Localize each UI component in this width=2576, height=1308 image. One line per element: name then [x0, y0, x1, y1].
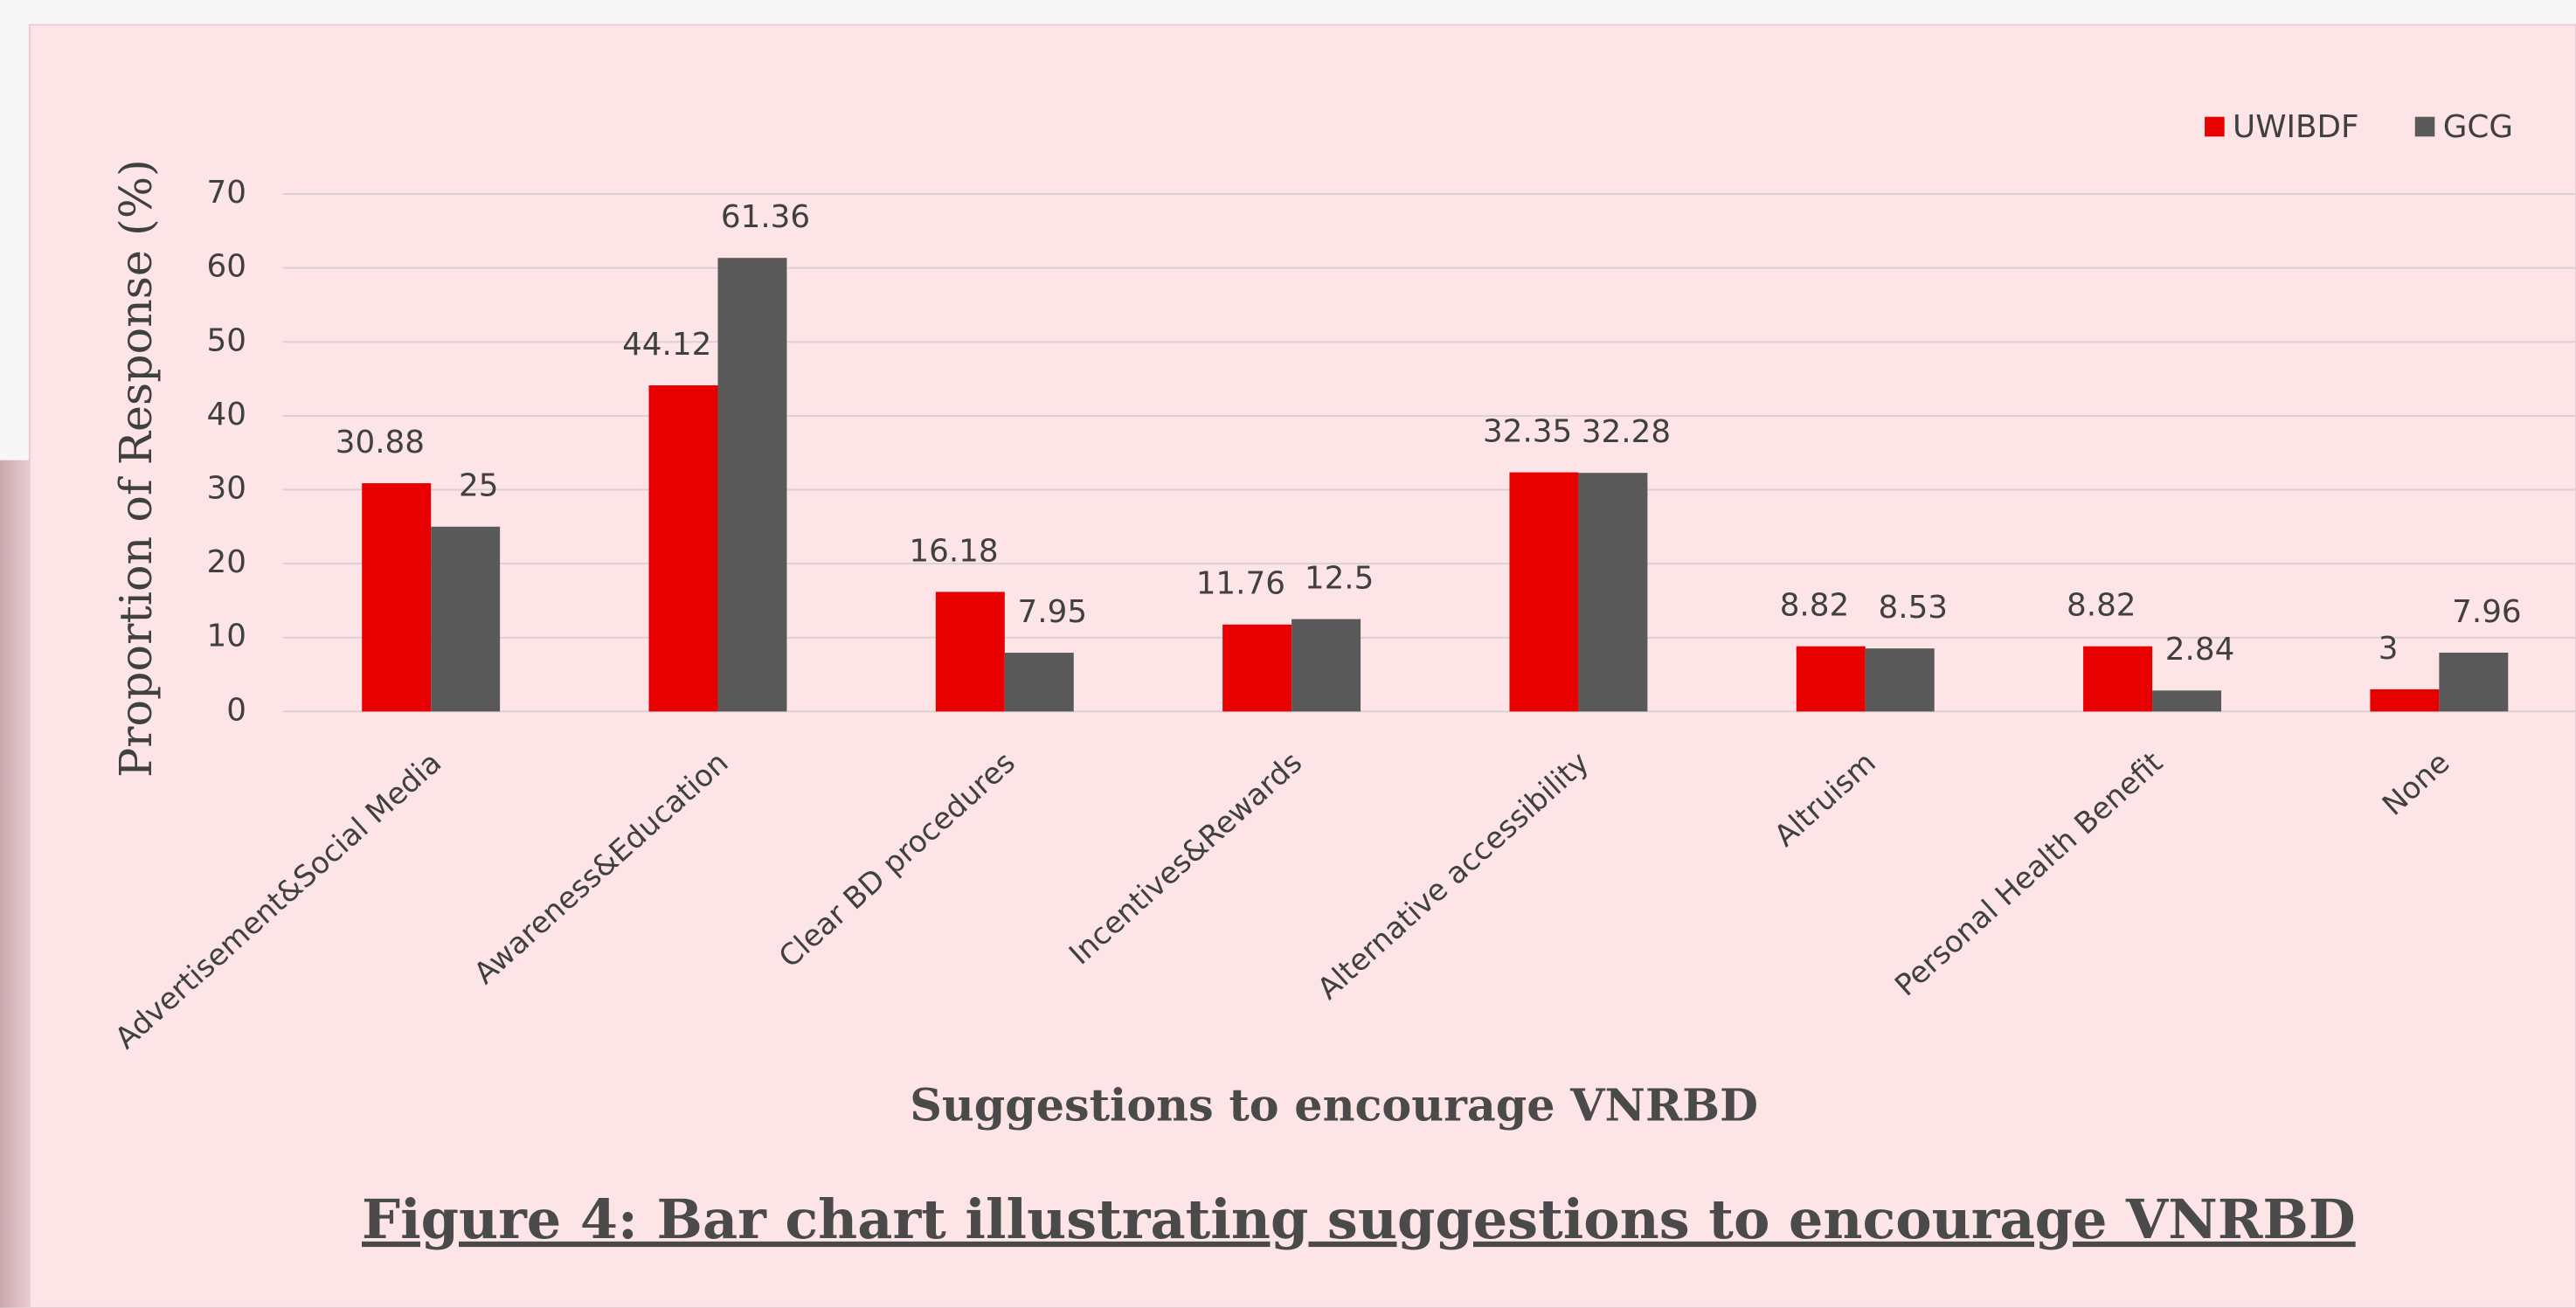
bar: [1578, 473, 1648, 712]
value-label: 25: [459, 468, 498, 504]
bar: [648, 385, 718, 712]
value-label: 16.18: [909, 533, 998, 569]
bar: [1865, 648, 1935, 712]
bar: [2152, 690, 2222, 712]
y-tick-label: 10: [207, 619, 246, 654]
value-label: 7.96: [2452, 594, 2522, 630]
value-label: 8.82: [2067, 588, 2136, 624]
bar: [1291, 619, 1361, 712]
y-tick-label: 70: [207, 175, 246, 211]
bar: [2370, 689, 2440, 712]
value-label: 8.53: [1878, 590, 1948, 626]
y-tick-label: 50: [207, 322, 246, 358]
x-axis-title: Suggestions to encourage VNRBD: [910, 1078, 1758, 1131]
y-tick-label: 0: [226, 692, 246, 728]
value-label: 11.76: [1196, 566, 1285, 602]
y-axis-title: Proportion of Response (%): [110, 159, 162, 778]
figure-caption: Figure 4: Bar chart illustrating suggest…: [362, 1187, 2356, 1251]
bar: [1004, 653, 1074, 712]
bar: [431, 526, 501, 712]
bar: [717, 258, 787, 712]
value-label: 2.84: [2165, 632, 2235, 668]
value-label: 8.82: [1780, 588, 1850, 624]
value-label: 32.35: [1483, 413, 1572, 449]
bar: [1796, 646, 1866, 712]
bar: [362, 483, 432, 712]
bar: [2083, 646, 2153, 712]
y-tick-label: 30: [207, 470, 246, 506]
value-label: 61.36: [721, 199, 810, 235]
legend-label: GCG: [2443, 109, 2513, 145]
bar: [1509, 472, 1579, 712]
value-label: 30.88: [336, 425, 425, 460]
value-label: 12.5: [1305, 560, 1375, 596]
legend-swatch: [2414, 116, 2435, 137]
value-label: 44.12: [622, 327, 711, 363]
legend-swatch: [2205, 116, 2225, 137]
bar: [935, 592, 1005, 712]
y-tick-label: 20: [207, 544, 246, 580]
bar: [2439, 652, 2509, 712]
value-label: 3: [2379, 631, 2399, 667]
value-label: 32.28: [1582, 414, 1671, 450]
y-tick-label: 40: [207, 397, 246, 433]
legend-label: UWIBDF: [2233, 109, 2359, 145]
y-tick-label: 60: [207, 249, 246, 285]
value-label: 7.95: [1018, 594, 1088, 630]
bar: [1222, 624, 1292, 712]
